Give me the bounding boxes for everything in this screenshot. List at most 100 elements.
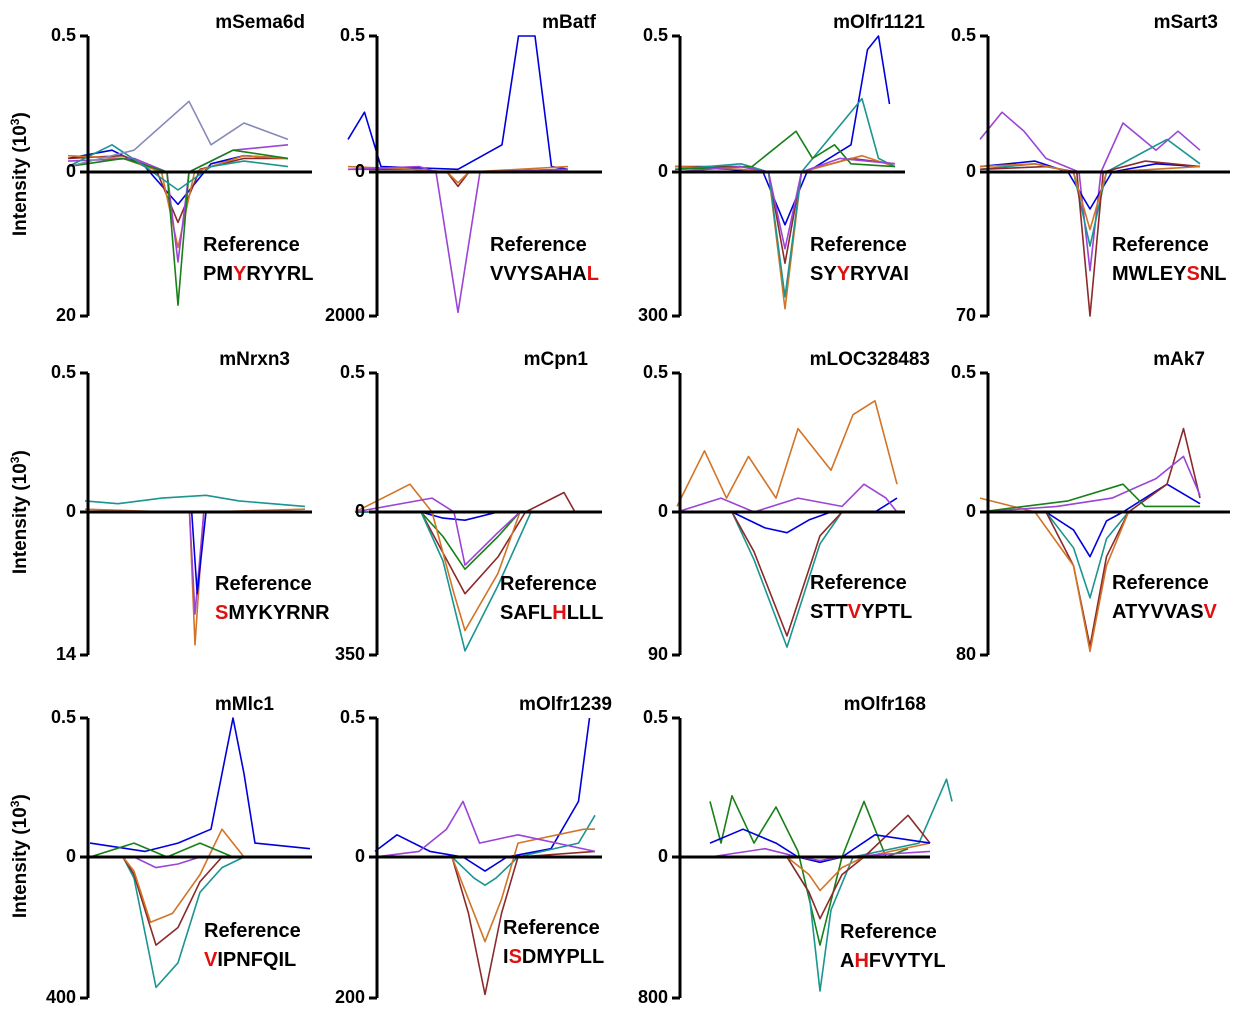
residue: L [567, 602, 579, 624]
residue: V [1151, 601, 1165, 623]
y-tick-label: 0 [66, 846, 76, 866]
residue: R [246, 263, 261, 285]
reference-label: Reference [810, 234, 907, 256]
y-tick-label: 200 [335, 987, 365, 1007]
reference-label: Reference [1112, 572, 1209, 594]
residue: L [580, 946, 592, 968]
highlighted-residue: Y [837, 263, 851, 285]
residue: A [1112, 601, 1126, 623]
residue: L [301, 263, 313, 285]
series-line [677, 497, 898, 534]
series-line [674, 154, 896, 310]
residue: Y [864, 263, 878, 285]
residue: M [536, 946, 553, 968]
series-line [674, 157, 896, 250]
series-line [674, 35, 891, 226]
reference-label: Reference [810, 572, 907, 594]
residue: R [286, 602, 301, 624]
residue: Y [861, 601, 875, 623]
residue: V [881, 950, 895, 972]
residue: Y [1173, 263, 1187, 285]
series-line [354, 483, 575, 632]
series-line [354, 497, 575, 566]
y-tick-label: 0 [355, 161, 365, 181]
highlighted-residue: S [215, 602, 228, 624]
y-tick-label: 0 [658, 846, 668, 866]
highlighted-residue: S [509, 946, 522, 968]
residue: T [908, 950, 920, 972]
highlighted-residue: H [552, 602, 566, 624]
residue: T [888, 601, 900, 623]
reference-label: Reference [503, 917, 600, 939]
residue: L [900, 601, 912, 623]
residue: L [1214, 263, 1226, 285]
series-line [347, 35, 569, 171]
residue: F [869, 950, 881, 972]
highlighted-residue: Y [233, 263, 247, 285]
y-tick-label: 0.5 [340, 707, 365, 727]
y-tick-label: 0 [66, 161, 76, 181]
reference-sequence: VVYSAHAL [490, 263, 599, 285]
series-line [979, 455, 1201, 513]
y-tick-label: 0.5 [51, 707, 76, 727]
residue: Y [1137, 601, 1151, 623]
panel-title: mOlfr1121 [833, 12, 925, 33]
highlighted-residue: V [1204, 601, 1218, 623]
residue: L [540, 602, 552, 624]
y-tick-label: 20 [56, 305, 76, 325]
residue: S [810, 263, 823, 285]
y-tick-label: 0.5 [340, 25, 365, 45]
residue: Y [273, 263, 287, 285]
panel-title: mSema6d [215, 12, 305, 33]
highlighted-residue: L [587, 263, 599, 285]
highlighted-residue: V [848, 601, 862, 623]
series-line [67, 149, 289, 307]
y-tick-label: 80 [956, 644, 976, 664]
series-line [980, 483, 1201, 558]
y-tick-label: 0.5 [951, 362, 976, 382]
series-line [979, 163, 1201, 231]
reference-sequence: ISDMYPLL [503, 946, 604, 968]
y-tick-label: 90 [648, 644, 668, 664]
residue: I [903, 263, 909, 285]
y-tick-label: 0 [658, 501, 668, 521]
y-tick-label: 0.5 [340, 362, 365, 382]
residue: T [836, 601, 848, 623]
y-tick-label: 0.5 [51, 25, 76, 45]
series-line [375, 814, 596, 887]
residue: M [228, 602, 245, 624]
highlighted-residue: V [204, 949, 218, 971]
panel-title: mMlc1 [215, 694, 275, 715]
residue: V [503, 263, 517, 285]
residue: V [877, 263, 891, 285]
series-line [980, 427, 1201, 647]
y-tick-label: 300 [638, 305, 668, 325]
reference-sequence: STTVYPTL [810, 601, 912, 623]
y-tick-label: 2000 [325, 305, 365, 325]
residue: Y [553, 946, 567, 968]
residue: P [874, 601, 887, 623]
residue: Y [245, 602, 259, 624]
y-tick-label: 0.5 [951, 25, 976, 45]
residue: T [823, 601, 835, 623]
residue: S [1190, 601, 1203, 623]
reference-label: Reference [215, 573, 312, 595]
y-tick-label: 70 [956, 305, 976, 325]
residue: A [572, 263, 586, 285]
residue: A [543, 263, 557, 285]
reference-sequence: VIPNFQIL [204, 949, 296, 971]
residue: Y [894, 950, 908, 972]
residue: F [251, 949, 263, 971]
highlighted-residue: S [1186, 263, 1199, 285]
y-tick-label: 0.5 [643, 25, 668, 45]
panel-title: mOlfr168 [844, 694, 926, 715]
y-tick-label: 400 [46, 987, 76, 1007]
y-tick-label: 14 [56, 644, 76, 664]
reference-label: Reference [500, 573, 597, 595]
panel-title: mCpn1 [524, 349, 589, 370]
y-tick-label: 0.5 [643, 362, 668, 382]
series-line [674, 97, 896, 298]
residue: T [1125, 601, 1137, 623]
y-tick-label: 0 [66, 501, 76, 521]
reference-sequence: SYYRYVAI [810, 263, 909, 285]
